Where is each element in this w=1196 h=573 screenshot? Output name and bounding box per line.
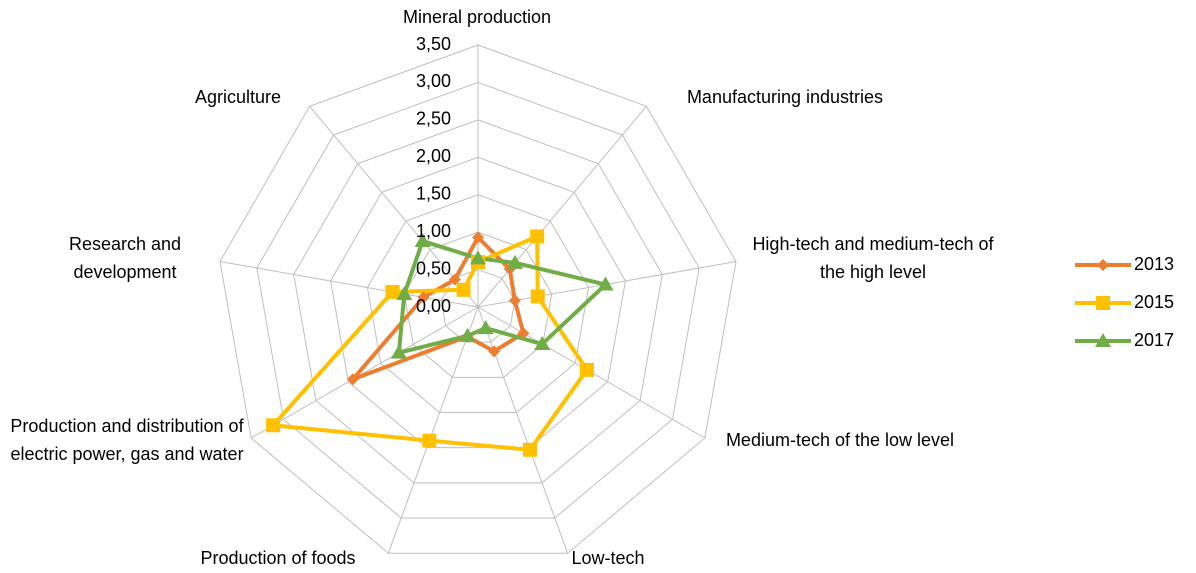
data-point [385,284,400,299]
data-point [456,282,471,297]
y-tick-label: 1,50 [416,183,451,203]
legend-marker [1097,259,1109,271]
spoke [219,261,479,308]
data-point [507,254,524,269]
y-tick-label: 3,50 [416,34,451,54]
data-point [266,418,281,433]
data-point [414,233,431,248]
y-tick-label: 0,00 [416,296,451,316]
data-point [488,345,501,358]
legend-label: 2017 [1134,330,1174,350]
spoke [477,306,569,554]
category-label: Medium-tech of the low level [725,430,955,450]
data-point [517,327,530,340]
data-point [534,336,551,351]
spoke [387,306,479,554]
data-point [530,289,545,304]
spoke [309,105,479,308]
data-point [417,291,430,304]
data-point [448,273,461,286]
y-tick-label: 0,50 [416,258,451,278]
grid-ring [219,44,737,554]
data-point [422,433,437,448]
data-point [579,362,594,377]
data-point [459,327,476,342]
legend-marker [1096,296,1110,310]
legend-label: 2013 [1134,254,1174,274]
data-point [396,286,413,301]
legend-marker [1095,333,1111,347]
data-point [346,373,359,386]
data-point [522,442,537,457]
spoke [250,306,479,439]
category-label: Production of foods [200,548,356,568]
data-point [472,231,484,244]
category-label: Production and distribution of electric … [10,416,244,464]
data-point [508,294,521,307]
category-label: Agriculture [194,87,282,107]
series-line [350,235,526,382]
data-point [390,344,407,359]
data-point [470,250,486,265]
data-point [477,320,494,335]
data-point [597,276,614,291]
category-label: Mineral production [402,7,552,27]
category-label: Research and development [68,234,182,282]
data-point [530,229,545,244]
series-line [396,239,608,355]
y-tick-label: 2,50 [416,109,451,129]
y-tick-label: 1,00 [416,221,451,241]
grid-ring [256,81,700,519]
grid-ring [293,119,663,484]
category-label: Manufacturing industries [686,87,884,107]
y-tick-label: 3,00 [416,71,451,91]
grid-ring [330,156,626,449]
category-label: Low-tech [571,548,645,568]
y-tick-label: 2,00 [416,146,451,166]
grid-ring [366,194,590,414]
spoke [477,105,647,308]
legend-label: 2015 [1134,292,1174,312]
category-label: High-tech and medium-tech of the high le… [752,234,994,282]
